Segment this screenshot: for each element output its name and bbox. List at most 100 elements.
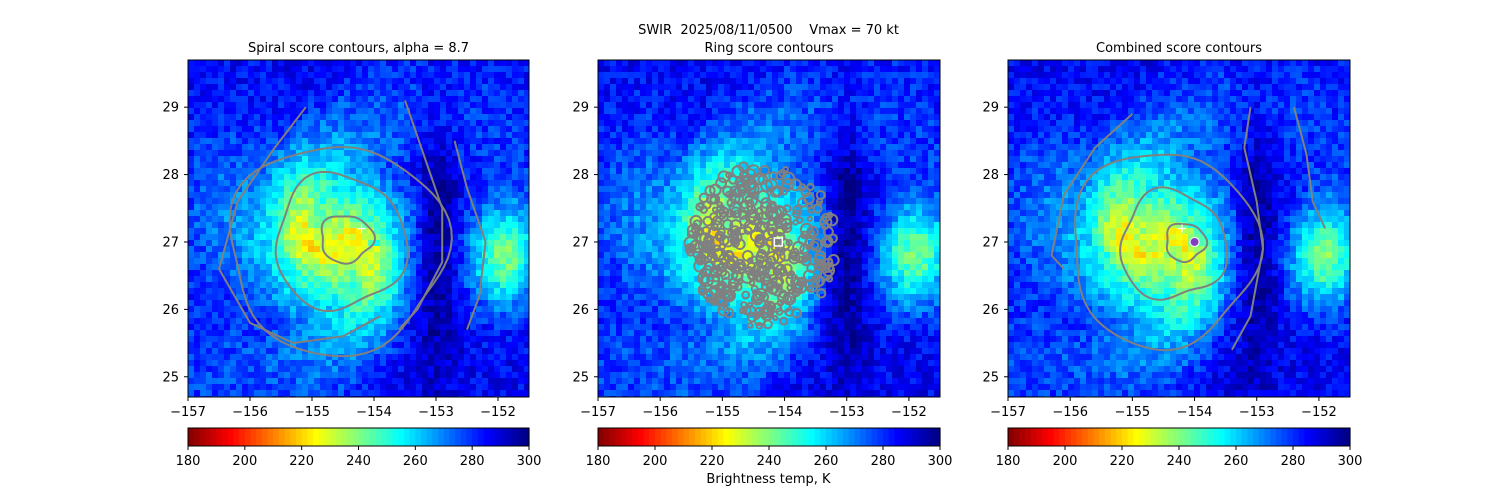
colorbar-swatch xyxy=(511,428,519,446)
colorbar-swatch xyxy=(934,428,941,446)
ring-contour-segment xyxy=(804,236,815,248)
ring-contour-segment xyxy=(760,275,772,287)
colorbar-swatch xyxy=(1173,428,1180,446)
colorbar-swatch xyxy=(1293,428,1300,446)
colorbar-swatch xyxy=(409,428,416,446)
ring-contour-segment xyxy=(771,277,783,289)
colorbar-swatch xyxy=(256,428,263,446)
y-tick-label: 28 xyxy=(572,168,589,183)
contour-spiral-arm-far-east xyxy=(1293,106,1327,229)
ring-contour-segment xyxy=(791,307,802,319)
contour-spiral-arm-west xyxy=(1050,113,1134,270)
colorbar-swatch xyxy=(1315,428,1323,446)
colorbar-swatch xyxy=(1065,428,1072,446)
ring-contour-segment xyxy=(758,291,770,303)
colorbar-swatch xyxy=(267,428,274,446)
colorbar-swatch xyxy=(216,428,223,446)
panel-title: Spiral score contours, alpha = 8.7 xyxy=(248,41,469,56)
colorbar-swatch xyxy=(227,428,235,446)
colorbar-swatch xyxy=(632,428,639,446)
ring-contour-segment xyxy=(782,166,789,173)
colorbar-swatch xyxy=(1253,428,1260,446)
colorbar-tick-label: 280 xyxy=(1281,454,1306,469)
ring-contour-segment xyxy=(718,206,730,218)
colorbar-swatch xyxy=(1247,428,1254,446)
colorbar-swatch xyxy=(871,428,878,446)
colorbar-swatch xyxy=(494,428,502,446)
colorbar-swatch xyxy=(1053,428,1060,446)
ring-contour-segment xyxy=(759,165,770,176)
colorbar-swatch xyxy=(780,428,787,446)
ring-contour-segment xyxy=(755,206,764,215)
colorbar-swatch xyxy=(472,428,479,446)
colorbar-swatch xyxy=(1110,428,1117,446)
ring-contour-segment xyxy=(750,284,759,293)
ring-contour-segment xyxy=(720,269,731,281)
colorbar-swatch xyxy=(295,428,303,446)
ring-contour-segment xyxy=(792,205,803,216)
colorbar-swatch xyxy=(489,428,496,446)
x-tick-label: −156 xyxy=(642,405,678,420)
colorbar-swatch xyxy=(358,428,365,446)
ring-contour-segment xyxy=(717,170,731,184)
ring-contour-segment xyxy=(747,182,760,195)
ring-contour-segment xyxy=(781,222,793,234)
colorbar-tick-label: 260 xyxy=(814,454,839,469)
heatmap-image xyxy=(188,60,529,397)
colorbar-swatch xyxy=(729,428,736,446)
colorbar-swatch xyxy=(883,428,890,446)
ring-contour-segment xyxy=(738,307,746,315)
ring-contour-segment xyxy=(763,319,773,330)
ring-contour-segment xyxy=(737,261,747,271)
colorbar-swatch xyxy=(1161,428,1169,446)
y-tick-label: 29 xyxy=(162,101,179,116)
colorbar-swatch xyxy=(1327,428,1334,446)
ring-contour-segment xyxy=(764,262,773,271)
axes-frame xyxy=(187,59,530,398)
colorbar-swatch xyxy=(655,428,662,446)
colorbar-tick-label: 220 xyxy=(289,454,314,469)
colorbar-swatch xyxy=(1127,428,1134,446)
colorbar-swatch xyxy=(763,428,770,446)
colorbar-swatch xyxy=(1122,428,1129,446)
colorbar-tick-label: 220 xyxy=(700,454,725,469)
colorbar-swatch xyxy=(894,428,901,446)
ring-contour-segment xyxy=(799,222,814,236)
colorbar-swatch xyxy=(443,428,451,446)
colorbar-swatch xyxy=(1236,428,1243,446)
colorbar-swatch xyxy=(1104,428,1112,446)
ring-contour-segment xyxy=(752,172,765,186)
ring-contour-segment xyxy=(825,213,839,227)
colorbar-swatch xyxy=(1179,428,1186,446)
colorbar-swatch xyxy=(649,428,656,446)
y-tick-label: 27 xyxy=(162,235,179,250)
colorbar-swatch xyxy=(381,428,388,446)
colorbar-swatch xyxy=(1230,428,1237,446)
colorbar-swatch xyxy=(455,428,462,446)
colorbar-swatch xyxy=(603,428,610,446)
colorbar-swatch xyxy=(740,428,747,446)
colorbar-swatch xyxy=(335,428,343,446)
y-tick-label: 25 xyxy=(572,370,589,385)
colorbar-tick-label: 260 xyxy=(403,454,428,469)
colorbar-swatch xyxy=(700,428,707,446)
colorbar-swatch xyxy=(1167,428,1174,446)
score-contours xyxy=(217,100,487,358)
ring-contour-segment xyxy=(699,246,711,259)
ring-contour-segment xyxy=(821,212,831,223)
ring-contour-segment xyxy=(786,271,794,280)
colorbar-swatch xyxy=(1019,428,1026,446)
colorbar-swatch xyxy=(364,428,371,446)
ring-contour-segment xyxy=(734,194,745,205)
colorbar-swatch xyxy=(386,428,394,446)
panel-title: Ring score contours xyxy=(704,41,833,56)
ring-contour-segment xyxy=(739,170,748,180)
ring-contour-segment xyxy=(808,229,816,237)
colorbar-swatch xyxy=(803,428,810,446)
colorbar-swatch xyxy=(261,428,269,446)
colorbar-swatch xyxy=(717,428,724,446)
colorbar-tick-label: 180 xyxy=(996,454,1021,469)
colorbar-swatch xyxy=(1099,428,1106,446)
contour-spiral-arm-east xyxy=(1231,107,1264,351)
